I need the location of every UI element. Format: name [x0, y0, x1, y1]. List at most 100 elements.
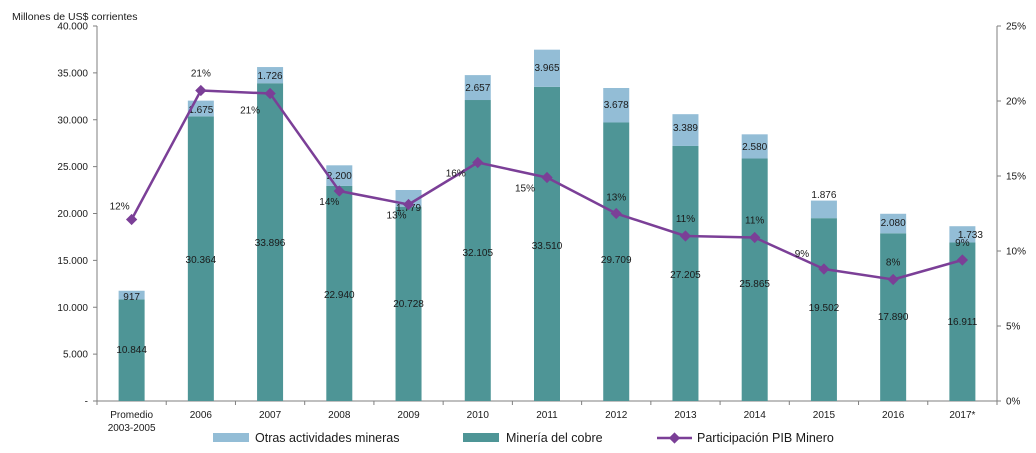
legend-label-cobre: Minería del cobre [506, 431, 603, 445]
line-point-label: 9% [955, 238, 970, 249]
bar-otras-actividades-mineras [534, 49, 560, 87]
line-point-label: 16% [446, 169, 466, 180]
bar-label-mineria-del-cobre: 22.940 [324, 290, 355, 301]
bar-mineria-del-cobre [741, 158, 768, 401]
x-tick-label: 2009 [397, 410, 420, 421]
bar-label-mineria-del-cobre: 20.728 [393, 299, 424, 310]
y2-tick-label: 10% [1006, 247, 1026, 258]
bars-group [118, 49, 976, 402]
y-tick-label: - [85, 397, 88, 408]
bar-label-mineria-del-cobre: 25.865 [739, 279, 770, 290]
line-point-marker [541, 171, 553, 184]
x-tick-label: 2012 [605, 410, 628, 421]
x-tick-label: 2010 [467, 410, 490, 421]
y-tick-label: 15.000 [57, 256, 88, 267]
bar-otras-actividades-mineras [810, 200, 837, 219]
y2-tick-label: 15% [1006, 172, 1026, 183]
y-tick-label: 20.000 [57, 209, 88, 220]
bar-label-otras-actividades: 1.733 [958, 230, 983, 241]
bar-otras-actividades-mineras [118, 290, 145, 300]
bar-mineria-del-cobre [187, 116, 214, 402]
y2-tick-label: 5% [1006, 322, 1021, 333]
bar-label-otras-actividades: 3.965 [534, 63, 559, 74]
line-point-label: 21% [240, 106, 260, 117]
line-point-label: 8% [886, 258, 901, 269]
line-point-marker [818, 263, 830, 275]
bar-mineria-del-cobre [603, 122, 630, 402]
bar-mineria-del-cobre [395, 206, 422, 401]
bar-label-otras-actividades: 2.580 [742, 142, 767, 153]
bar-mineria-del-cobre [534, 86, 560, 401]
bar-otras-actividades-mineras [257, 67, 284, 84]
bar-label-otras-actividades: 1.726 [258, 71, 283, 82]
bar-otras-actividades-mineras [672, 114, 699, 146]
bar-label-otras-actividades: 2.200 [327, 171, 352, 182]
bar-mineria-del-cobre [810, 218, 837, 401]
bar-mineria-del-cobre [464, 100, 491, 401]
bar-label-mineria-del-cobre: 30.364 [186, 255, 217, 266]
line-point-label: 11% [676, 214, 695, 225]
y2-tick-label: 20% [1006, 97, 1026, 108]
x-tick-label: 2008 [328, 410, 351, 421]
x-tick-label: 2015 [813, 410, 836, 421]
bar-mineria-del-cobre [672, 145, 699, 401]
legend-swatch-otras [213, 433, 249, 442]
y-tick-label: 30.000 [57, 115, 88, 126]
line-point-marker [679, 230, 692, 242]
bar-label-otras-actividades: 2.657 [465, 83, 490, 94]
bar-otras-actividades-mineras [949, 226, 976, 243]
legend-marker-participacion [668, 432, 681, 444]
line-point-marker [956, 254, 969, 266]
bar-label-otras-actividades: 1.675 [188, 105, 213, 116]
bar-label-mineria-del-cobre: 17.890 [878, 312, 909, 323]
x-tick-label: 2006 [190, 410, 213, 421]
bar-label-otras-actividades: 917 [123, 292, 140, 303]
x-tick-label: 2014 [744, 410, 767, 421]
line-point-marker [887, 273, 899, 286]
x-tick-label: Promedio 2003-2005 [108, 410, 156, 434]
y-tick-label: 40.000 [57, 22, 88, 33]
legend-label-otras: Otras actividades mineras [255, 431, 400, 445]
line-point-marker [749, 231, 761, 244]
x-tick-label: 2016 [882, 410, 905, 421]
line-point-marker [195, 84, 207, 97]
bar-mineria-del-cobre [880, 233, 907, 401]
y-tick-label: 25.000 [57, 162, 88, 173]
bar-otras-actividades-mineras [741, 134, 768, 159]
line-point-marker [402, 198, 415, 211]
bar-label-mineria-del-cobre: 10.844 [116, 345, 147, 356]
axes: - 5.000 10.000 15.000 20.000 25.000 30.000 35.0… [57, 22, 1026, 408]
x-tick-label: 2007 [259, 410, 282, 421]
line-point-label: 15% [515, 184, 535, 195]
legend-swatch-cobre [463, 433, 499, 442]
line-point-label: 14% [319, 197, 339, 208]
y-axis-label: Millones de US$ corrientes [12, 11, 137, 23]
y-tick-label: 10.000 [57, 303, 88, 314]
bar-label-otras-actividades: 3.389 [673, 123, 698, 134]
x-tick-label: 2017* [949, 410, 975, 421]
legend-label-participacion: Participación PIB Minero [697, 431, 834, 445]
line-point-marker [610, 207, 622, 220]
line-point-marker [333, 185, 345, 197]
line-point-label: 13% [387, 211, 407, 222]
bar-label-mineria-del-cobre: 33.510 [532, 241, 563, 252]
line-point-marker [472, 156, 484, 169]
bar-mineria-del-cobre [326, 185, 353, 401]
bar-label-mineria-del-cobre: 33.896 [255, 238, 286, 249]
bar-label-otras-actividades: 3.678 [604, 100, 629, 111]
y2-tick-label: 0% [1006, 397, 1021, 408]
bar-mineria-del-cobre [257, 83, 284, 401]
bar-label-otras-actividades: 2.080 [881, 218, 906, 229]
line-point-label: 21% [191, 69, 211, 80]
bar-label-otras-actividades: 1.876 [811, 190, 836, 201]
bar-labels-group: 10.844 917 30.364 1.675 33.896 1.726 22.940 2.2… [116, 63, 983, 356]
bar-label-mineria-del-cobre: 19.502 [809, 303, 840, 314]
y-tick-label: 35.000 [57, 68, 88, 79]
bar-otras-actividades-mineras [464, 75, 491, 101]
legend: Otras actividades mineras Minería del cob… [213, 431, 834, 445]
line-series-group: 12% 21% 21% 14% 13% 16% 15% 13% 11% 11% 9% 8% 9% [110, 69, 970, 286]
bar-otras-actividades-mineras [880, 213, 907, 234]
line-point-label: 13% [606, 193, 626, 204]
bar-otras-actividades-mineras [603, 87, 630, 123]
